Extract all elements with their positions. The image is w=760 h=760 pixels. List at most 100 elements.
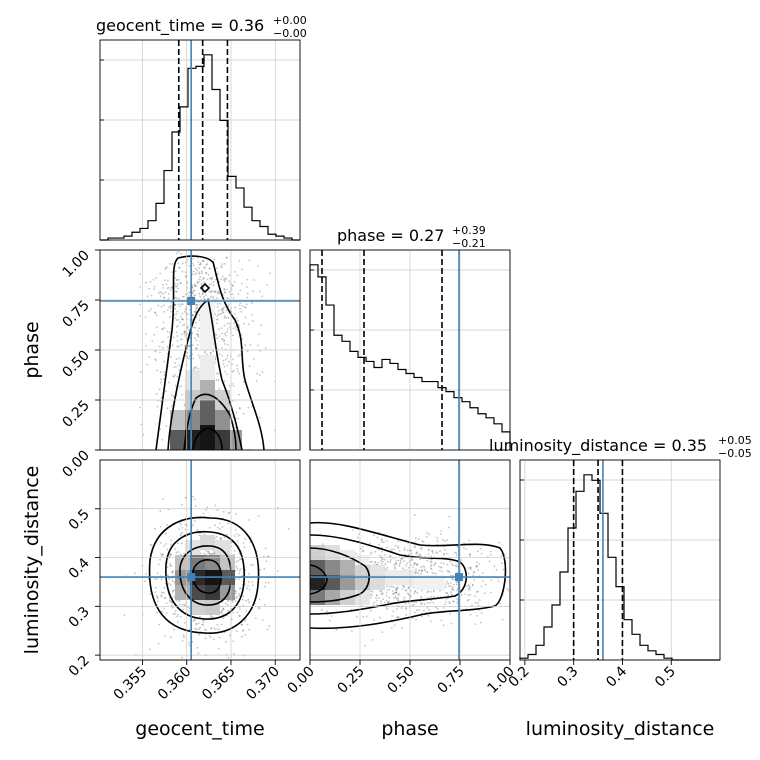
panel-phase-vs-luminosity_distance-sample — [500, 554, 503, 557]
panel-geocent_time-vs-luminosity_distance-sample — [209, 552, 211, 555]
panel-geocent_time-vs-luminosity_distance-sample — [187, 606, 189, 609]
panel-geocent_time-vs-phase-sample — [187, 295, 190, 297]
panel-geocent_time-vs-luminosity_distance-sample — [234, 513, 237, 516]
panel-phase-vs-luminosity_distance-sample — [434, 572, 437, 575]
panel-geocent_time-vs-phase-sample — [180, 344, 183, 346]
panel-geocent_time-vs-luminosity_distance-sample — [237, 559, 240, 562]
panel-phase-vs-luminosity_distance-sample — [403, 586, 405, 588]
panel-geocent_time-vs-luminosity_distance-sample — [225, 533, 228, 536]
panel-geocent_time-vs-phase-sample — [152, 278, 155, 281]
panel-geocent_time-vs-phase-sample — [203, 297, 206, 300]
panel-phase-vs-luminosity_distance-sample — [415, 552, 418, 555]
panel-phase-vs-luminosity_distance-sample — [407, 601, 410, 604]
axis-label-phase-y: phase — [21, 321, 43, 378]
panel-phase-vs-luminosity_distance-sample — [400, 558, 403, 560]
panel-phase-vs-luminosity_distance-sample — [478, 599, 481, 601]
panel-geocent_time-vs-luminosity_distance-sample — [181, 531, 184, 534]
panel-phase-vs-luminosity_distance-sample — [410, 589, 412, 592]
panel-phase-vs-luminosity_distance-sample — [513, 545, 515, 547]
panel-geocent_time-vs-luminosity_distance-sample — [156, 596, 159, 599]
panel-phase-vs-luminosity_distance-sample — [395, 589, 398, 592]
panel-phase-vs-luminosity_distance-sample — [378, 543, 380, 546]
panel-geocent_time-vs-luminosity_distance-sample — [242, 595, 245, 598]
panel-phase-vs-luminosity_distance-sample — [369, 609, 372, 612]
panel-phase-vs-luminosity_distance-sample — [501, 618, 504, 621]
panel-phase-vs-luminosity_distance-sample — [372, 604, 375, 607]
panel-geocent_time-vs-phase-sample — [159, 272, 162, 275]
panel-geocent_time-vs-luminosity_distance-sample — [188, 644, 191, 647]
panel-geocent_time-vs-phase-sample — [167, 297, 170, 300]
panel-geocent_time-vs-phase-sample — [223, 288, 226, 291]
panel-geocent_time-vs-phase-sample — [166, 407, 169, 410]
panel-phase-vs-luminosity_distance-sample — [401, 588, 404, 591]
panel-phase-vs-luminosity_distance-sample — [442, 538, 445, 541]
panel-geocent_time-vs-phase-sample — [178, 266, 181, 269]
axis-label-luminosity-distance-x: luminosity_distance — [526, 718, 715, 740]
panel-geocent_time-vs-phase-sample — [175, 279, 178, 281]
panel-geocent_time-vs-phase-sample — [192, 292, 194, 295]
panel-phase-vs-luminosity_distance-sample — [385, 568, 388, 571]
panel-phase-vs-luminosity_distance-sample — [456, 598, 459, 600]
panel-geocent_time-vs-phase-sample — [228, 384, 231, 387]
panel-phase-vs-luminosity_distance-sample — [452, 588, 455, 591]
panel-geocent_time-vs-phase-sample — [225, 257, 228, 259]
panel-phase-vs-luminosity_distance-sample — [499, 602, 502, 605]
panel-phase-vs-luminosity_distance-sample — [386, 608, 389, 610]
panel-phase-vs-luminosity_distance-sample — [479, 621, 482, 624]
panel-phase-vs-luminosity_distance-sample — [381, 560, 384, 563]
panel-geocent_time-vs-phase-sample — [195, 303, 198, 306]
panel-phase-vs-luminosity_distance-sample — [514, 582, 516, 584]
panel-geocent_time-vs-luminosity_distance-sample — [181, 656, 183, 659]
panel-geocent_time-vs-phase-sample — [176, 335, 179, 337]
panel-geocent_time-vs-luminosity_distance-sample — [156, 611, 158, 614]
panel-geocent_time-vs-phase-sample — [217, 290, 220, 293]
panel-phase-vs-luminosity_distance-sample — [374, 550, 377, 553]
panel-geocent_time-vs-phase-sample — [201, 292, 204, 295]
panel-geocent_time-vs-phase-sample — [198, 263, 201, 266]
panel-phase-vs-luminosity_distance-sample — [392, 610, 395, 613]
panel-geocent_time-vs-luminosity_distance-sample — [180, 534, 182, 537]
panel-geocent_time-vs-luminosity_distance-sample — [222, 608, 225, 610]
panel-geocent_time-vs-luminosity_distance-sample — [212, 638, 215, 641]
panel-geocent_time-vs-phase-sample — [153, 288, 156, 290]
panel-geocent_time-vs-phase-sample — [215, 297, 218, 299]
panel-geocent_time-vs-phase-sample — [175, 331, 178, 334]
panel-geocent_time-vs-phase-sample — [188, 344, 191, 347]
panel-phase-vs-luminosity_distance-sample — [514, 563, 516, 565]
panel-geocent_time-vs-phase-sample — [216, 337, 219, 340]
panel-geocent_time-vs-luminosity_distance-sample — [192, 619, 195, 622]
panel-phase-vs-luminosity_distance-sample — [426, 591, 429, 594]
panel-geocent_time-vs-luminosity_distance-sample — [236, 595, 238, 598]
panel-phase-vs-luminosity_distance-sample — [389, 561, 392, 563]
panel-geocent_time-vs-phase-sample — [167, 293, 170, 295]
panel-geocent_time-vs-phase-sample — [184, 293, 187, 296]
panel-geocent_time-vs-phase-sample — [180, 318, 183, 321]
panel-phase-vs-luminosity_distance-sample — [439, 550, 441, 552]
panel-phase-vs-luminosity_distance-sample — [437, 607, 440, 610]
panel-geocent_time-vs-phase-contour-4 — [199, 282, 211, 294]
panel-geocent_time-vs-phase-sample — [179, 281, 182, 284]
panel-geocent_time-vs-phase-contour-3 — [192, 427, 223, 450]
panel-geocent_time-vs-phase-sample — [226, 354, 229, 357]
panel-geocent_time-vs-phase-sample — [200, 270, 203, 273]
panel-geocent_time-vs-phase-sample — [169, 310, 172, 313]
panel-geocent_time-vs-luminosity_distance-sample — [238, 552, 241, 555]
panel-geocent_time-vs-luminosity_distance-sample — [173, 595, 176, 598]
panel-phase-vs-luminosity_distance-sample — [384, 601, 386, 604]
panel-phase-vs-luminosity_distance-sample — [449, 585, 452, 588]
panel-geocent_time-vs-luminosity_distance-sample — [267, 581, 270, 584]
panel-phase-vs-luminosity_distance-sample — [413, 514, 416, 516]
panel-geocent_time-vs-phase-sample — [222, 308, 224, 311]
panel-geocent_time-vs-phase-sample — [171, 286, 173, 289]
panel-phase-vs-luminosity_distance-sample — [410, 557, 413, 560]
panel-phase-vs-luminosity_distance-sample — [468, 539, 470, 542]
panel-phase-vs-luminosity_distance-sample — [393, 564, 396, 566]
panel-geocent_time-vs-phase-sample — [183, 332, 186, 335]
panel-phase-vs-luminosity_distance-sample — [442, 562, 445, 565]
panel-geocent_time-vs-phase-sample — [154, 311, 157, 314]
panel-phase-vs-luminosity_distance-sample — [452, 564, 455, 567]
panel-geocent_time-vs-phase-sample — [223, 365, 226, 368]
panel-geocent_time-vs-luminosity_distance-sample — [157, 642, 160, 645]
panel-geocent_time-vs-phase-sample — [181, 270, 184, 273]
panel-geocent_time-vs-phase-sample — [227, 316, 230, 319]
